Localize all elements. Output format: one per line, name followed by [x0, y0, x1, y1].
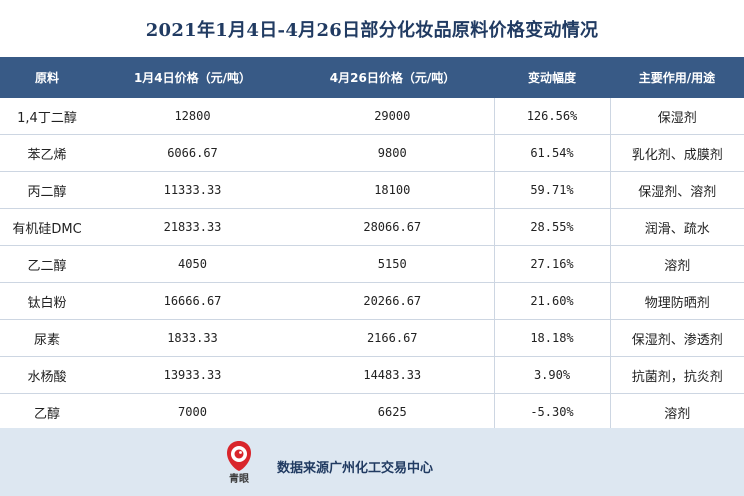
table-row: 乙二醇 4050 5150 27.16% 溶剂: [0, 245, 744, 283]
data-source: 数据来源广州化工交易中心: [277, 461, 434, 476]
table-row: 钛白粉 16666.67 20266.67 21.60% 物理防晒剂: [0, 282, 744, 320]
price-apr-cell: 20266.67: [291, 282, 494, 320]
table-header-row: 原料 1月4日价格（元/吨） 4月26日价格（元/吨） 变动幅度 主要作用/用途: [0, 57, 744, 98]
usage-cell: 保湿剂、溶剂: [610, 171, 744, 209]
material-cell: 1,4丁二醇: [0, 98, 94, 135]
change-cell: 21.60%: [493, 282, 611, 320]
table-row: 有机硅DMC 21833.33 28066.67 28.55% 润滑、疏水: [0, 208, 744, 246]
logo-text: 青眼: [229, 474, 249, 485]
table-row: 1,4丁二醇 12800 29000 126.56% 保湿剂: [0, 98, 744, 135]
material-cell: 钛白粉: [0, 282, 94, 320]
price-jan-cell: 4050: [94, 245, 291, 283]
material-cell: 水杨酸: [0, 356, 94, 394]
change-cell: -5.30%: [493, 393, 611, 428]
brand-logo: 青眼: [215, 439, 263, 491]
usage-cell: 溶剂: [664, 406, 691, 422]
price-jan-cell: 7000: [178, 405, 207, 419]
table-row: 水杨酸 13933.33 14483.33 3.90% 抗菌剂，抗炎剂: [0, 356, 744, 394]
price-apr-cell: 14483.33: [291, 356, 494, 394]
price-jan-cell: 12800: [94, 98, 291, 135]
usage-cell: 保湿剂、渗透剂: [610, 319, 744, 357]
header-material: 原料: [0, 57, 94, 98]
table-row: 乙醇 7000 6625 -5.30% 溶剂: [0, 393, 744, 428]
material-cell: 乙二醇: [0, 245, 94, 283]
usage-cell: 物理防晒剂: [610, 282, 744, 320]
material-cell: 尿素: [0, 319, 94, 357]
material-cell: 有机硅DMC: [0, 208, 94, 246]
price-apr-cell: 9800: [291, 134, 494, 172]
header-usage: 主要作用/用途: [610, 57, 744, 98]
header-price-apr: 4月26日价格（元/吨）: [291, 57, 494, 98]
price-jan-cell: 1833.33: [94, 319, 291, 357]
footer: 青眼 数据来源广州化工交易中心: [0, 428, 744, 496]
price-jan-cell: 16666.67: [94, 282, 291, 320]
eye-logo-icon: [227, 441, 251, 471]
header-change: 变动幅度: [494, 57, 610, 98]
material-cell: 苯乙烯: [0, 134, 94, 172]
price-apr-cell: 5150: [291, 245, 494, 283]
price-jan-cell: 13933.33: [94, 356, 291, 394]
table-row: 丙二醇 11333.33 18100 59.71% 保湿剂、溶剂: [0, 171, 744, 209]
change-cell: 61.54%: [493, 134, 611, 172]
price-table: 原料 1月4日价格（元/吨） 4月26日价格（元/吨） 变动幅度 主要作用/用途…: [0, 57, 744, 428]
change-cell: 126.56%: [493, 98, 611, 135]
page-title: 2021年1月4日-4月26日部分化妆品原料价格变动情况: [145, 20, 599, 41]
table-row: 苯乙烯 6066.67 9800 61.54% 乳化剂、成膜剂: [0, 134, 744, 172]
price-table-container: 原料 1月4日价格（元/吨） 4月26日价格（元/吨） 变动幅度 主要作用/用途…: [0, 57, 744, 428]
table-body: 1,4丁二醇 12800 29000 126.56% 保湿剂 苯乙烯 6066.67 9800…: [0, 98, 744, 428]
usage-cell: 抗菌剂，抗炎剂: [610, 356, 744, 394]
usage-cell: 乳化剂、成膜剂: [610, 134, 744, 172]
change-cell: 59.71%: [493, 171, 611, 209]
usage-cell: 溶剂: [610, 245, 744, 283]
price-jan-cell: 11333.33: [94, 171, 291, 209]
change-cell: 3.90%: [493, 356, 611, 394]
change-cell: 18.18%: [493, 319, 611, 357]
usage-cell: 润滑、疏水: [610, 208, 744, 246]
change-cell: 27.16%: [493, 245, 611, 283]
change-cell: 28.55%: [493, 208, 611, 246]
price-jan-cell: 21833.33: [94, 208, 291, 246]
price-apr-cell: 29000: [291, 98, 494, 135]
price-apr-cell: 18100: [291, 171, 494, 209]
price-apr-cell: 2166.67: [291, 319, 494, 357]
table-row: 尿素 1833.33 2166.67 18.18% 保湿剂、渗透剂: [0, 319, 744, 357]
price-jan-cell: 6066.67: [94, 134, 291, 172]
header-price-jan: 1月4日价格（元/吨）: [94, 57, 291, 98]
material-cell: 丙二醇: [0, 171, 94, 209]
price-apr-cell: 28066.67: [291, 208, 494, 246]
price-apr-cell: 6625: [377, 405, 407, 419]
material-cell: 乙醇: [33, 406, 60, 422]
usage-cell: 保湿剂: [610, 98, 744, 135]
